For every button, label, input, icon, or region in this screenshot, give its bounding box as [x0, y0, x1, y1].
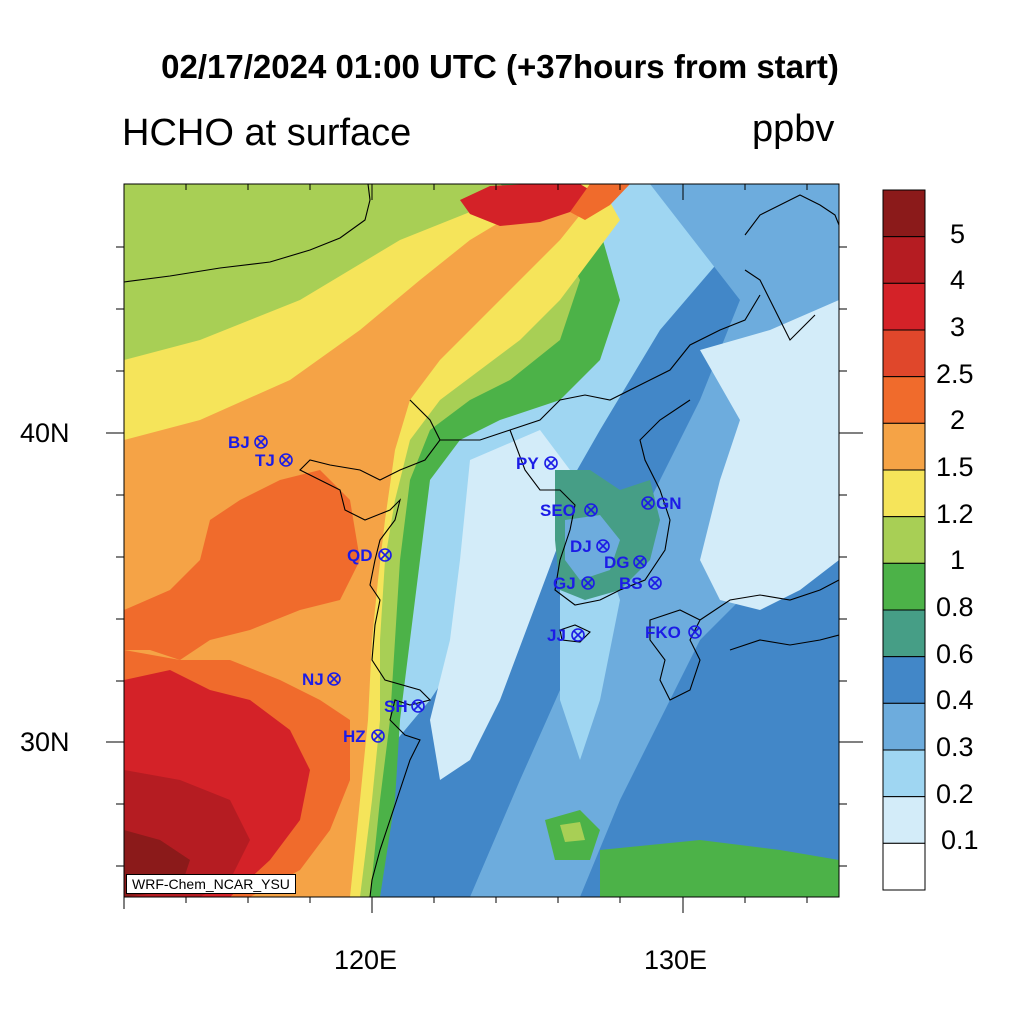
colorbar-label: 0.4	[936, 685, 974, 716]
station-marker-dg	[633, 555, 647, 569]
colorbar-label: 2.5	[936, 358, 974, 389]
colorbar-label: 0.2	[936, 778, 974, 809]
colorbar-label: 0.1	[941, 825, 979, 856]
station-label-bs: BS	[619, 574, 643, 593]
model-credit-label: WRF-Chem_NCAR_YSU	[126, 874, 296, 894]
colorbar-swatch	[882, 189, 926, 238]
colorbar-swatch	[882, 376, 926, 424]
lon-label-120e: 120E	[334, 945, 398, 975]
station-marker-qd	[378, 548, 392, 562]
main-title: 02/17/2024 01:00 UTC (+37hours from star…	[161, 48, 839, 85]
coastlines	[124, 184, 839, 897]
colorbar-label: 4	[950, 265, 966, 296]
station-marker-dj	[596, 539, 610, 553]
station-marker-bj	[254, 435, 268, 449]
lat-label-30n: 30N	[20, 727, 70, 757]
colorbar-swatch	[882, 796, 926, 844]
station-marker-py	[544, 456, 558, 470]
station-label-nj: NJ	[302, 670, 324, 689]
lat-label-40n: 40N	[20, 418, 70, 448]
colorbar-label: 1	[950, 545, 966, 576]
colorbar-label: 2	[950, 405, 966, 436]
station-label-qd: QD	[347, 546, 373, 565]
station-marker-tj	[279, 453, 293, 467]
colorbar-swatch	[882, 422, 926, 471]
colorbar-label: 0.3	[936, 732, 974, 762]
colorbar-swatch	[882, 236, 926, 284]
colorbar-swatch	[882, 329, 926, 378]
colorbar-swatch	[882, 516, 926, 564]
colorbar-label: 0.8	[936, 592, 974, 622]
colorbar-label: 5	[950, 218, 966, 249]
colorbar-label: 1.2	[936, 498, 974, 529]
hcho-field	[124, 184, 839, 897]
station-marker-sh	[411, 699, 425, 713]
station-label-seo: SEO	[540, 501, 576, 520]
station-label-tj: TJ	[255, 451, 275, 470]
colorbar-swatch	[882, 842, 926, 891]
lon-label-130e: 130E	[644, 945, 708, 975]
station-label-gn: GN	[656, 494, 682, 513]
axis-ticks	[106, 184, 863, 913]
station-marker-gj	[581, 576, 595, 590]
colorbar-swatch	[882, 702, 926, 751]
colorbar-label: 1.5	[936, 452, 974, 482]
station-label-hz: HZ	[343, 727, 366, 746]
map-frame	[123, 183, 840, 898]
variable-title: HCHO at surface	[122, 112, 412, 154]
colorbar	[882, 189, 926, 891]
units-label: ppbv	[752, 108, 835, 150]
station-label-dj: DJ	[570, 537, 592, 556]
station-marker-bs	[648, 576, 662, 590]
colorbar-swatch	[882, 749, 926, 798]
station-label-bj: BJ	[228, 433, 250, 452]
colorbar-swatch	[882, 656, 926, 704]
colorbar-label: 3	[950, 312, 966, 342]
colorbar-swatch	[882, 609, 926, 658]
station-marker-hz	[371, 729, 385, 743]
station-marker-fko	[688, 625, 702, 639]
station-label-py: PY	[516, 454, 539, 473]
station-marker-gn	[641, 496, 655, 510]
station-label-gj: GJ	[553, 574, 576, 593]
station-label-fko: FKO	[645, 623, 681, 642]
station-markers	[254, 435, 702, 743]
station-label-dg: DG	[604, 553, 630, 572]
colorbar-label: 0.6	[936, 638, 974, 669]
colorbar-swatch	[882, 562, 926, 611]
colorbar-swatch	[882, 282, 926, 331]
station-marker-seo	[584, 503, 598, 517]
station-marker-nj	[327, 672, 341, 686]
station-marker-jj	[571, 628, 585, 642]
station-label-jj: JJ	[547, 626, 566, 645]
colorbar-swatch	[882, 469, 926, 518]
station-label-sh: SH	[384, 697, 408, 716]
